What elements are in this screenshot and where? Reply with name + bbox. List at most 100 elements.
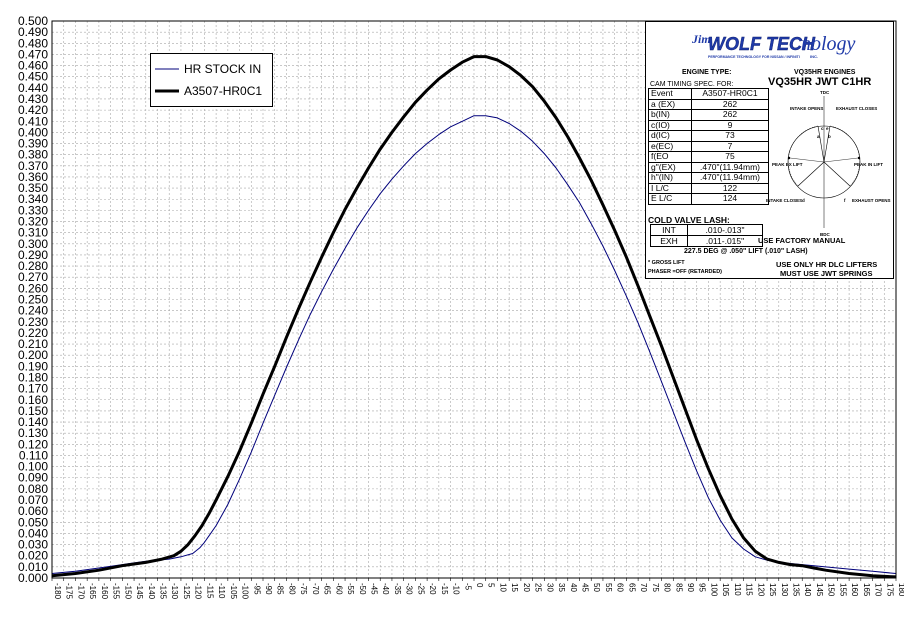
y-tick-label: 0.080 <box>18 482 48 496</box>
x-tick-label: 60 <box>616 583 625 592</box>
exhaust-opens-label: EXHAUST OPENS <box>852 198 891 203</box>
x-tick-label: 30 <box>545 583 554 592</box>
legend-label-stock: HR STOCK IN <box>184 62 262 76</box>
x-tick-label: 150 <box>827 583 836 597</box>
lash-value: .011-.015" <box>687 235 763 247</box>
cam-timing-table: Event A3507-HR0C1 a (EX) 262 b(IN) 262 c(IO) 9 d… <box>648 88 769 205</box>
y-tick-label: 0.410 <box>18 114 48 128</box>
x-tick-label: -140 <box>147 583 156 600</box>
x-tick-label: -35 <box>393 583 402 595</box>
bdc-label: BDC <box>820 232 830 237</box>
y-tick-label: 0.300 <box>18 237 48 251</box>
x-tick-label: 25 <box>534 583 543 592</box>
y-tick-label: 0.390 <box>18 137 48 151</box>
x-tick-label: -85 <box>276 583 285 595</box>
legend-item-cam: A3507-HR0C1 <box>155 81 262 101</box>
timing-row: d(IC) 73 <box>648 130 769 142</box>
x-tick-label: 105 <box>721 583 730 597</box>
y-tick-label: 0.470 <box>18 47 48 61</box>
x-tick-label: 115 <box>745 583 754 596</box>
lash-value: .010-.013" <box>687 224 763 236</box>
y-tick-label: 0.020 <box>18 549 48 563</box>
timing-value: 122 <box>691 182 769 194</box>
phaser-note: PHASER =OFF (RETARDED) <box>648 269 722 275</box>
x-tick-label: -155 <box>112 583 121 600</box>
y-tick-label: 0.060 <box>18 504 48 518</box>
x-tick-label: 140 <box>803 583 812 597</box>
y-tick-label: 0.120 <box>18 437 48 451</box>
timing-value: 124 <box>691 193 769 205</box>
peak-in-dot <box>857 156 861 160</box>
exhaust-arc <box>829 125 860 187</box>
y-tick-label: 0.400 <box>18 125 48 139</box>
x-tick-label: 35 <box>557 583 566 592</box>
y-tick-label: 0.010 <box>18 560 48 574</box>
x-tick-label: -105 <box>229 583 238 600</box>
y-tick-label: 0.260 <box>18 281 48 295</box>
y-tick-label: 0.100 <box>18 460 48 474</box>
svg-text:WOLF TECH: WOLF TECH <box>708 34 816 54</box>
y-tick-label: 0.140 <box>18 415 48 429</box>
jwt-logo: Jim WOLF TECH nology PERFORMANCE TECHNOL… <box>691 32 856 59</box>
x-tick-label: 155 <box>838 583 847 597</box>
timing-value: .470"(11.94mm) <box>691 172 769 184</box>
y-tick-label: 0.070 <box>18 493 48 507</box>
timing-row: c(IO) 9 <box>648 119 769 131</box>
intake-close-line <box>797 161 825 187</box>
chart-series <box>51 55 897 579</box>
lash-row: EXH .011-.015" <box>650 235 763 247</box>
y-tick-label: 0.170 <box>18 382 48 396</box>
timing-event: f(EO <box>648 151 692 163</box>
y-tick-label: 0.460 <box>18 59 48 73</box>
gross-lift-note: * GROSS LIFT <box>648 260 685 266</box>
lash-row: INT .010-.013" <box>650 224 763 236</box>
timing-row: a (EX) 262 <box>648 98 769 110</box>
y-tick-label: 0.150 <box>18 404 48 418</box>
y-tick-label: 0.240 <box>18 304 48 318</box>
y-tick-label: 0.350 <box>18 181 48 195</box>
x-tick-label: 110 <box>733 583 742 596</box>
x-tick-label: -175 <box>65 583 74 600</box>
y-tick-label: 0.030 <box>18 538 48 552</box>
intake-arc <box>788 125 819 187</box>
diagram-letter-a: a <box>817 134 820 139</box>
y-tick-label: 0.180 <box>18 370 48 384</box>
y-tick-label: 0.270 <box>18 270 48 284</box>
peak-ex-line <box>789 157 825 163</box>
y-tick-label: 0.360 <box>18 170 48 184</box>
timing-event: E L/C <box>648 193 692 205</box>
x-tick-label: -55 <box>346 583 355 595</box>
chart-legend: HR STOCK IN A3507-HR0C1 <box>150 53 273 107</box>
x-tick-label: 100 <box>709 583 718 597</box>
y-tick-label: 0.290 <box>18 248 48 262</box>
legend-label-cam: A3507-HR0C1 <box>184 84 263 98</box>
x-tick-label: -5 <box>463 583 472 591</box>
peak-in-label: PEAK IN LIFT <box>854 162 883 167</box>
factory-manual-note: USE FACTORY MANUAL <box>758 236 846 245</box>
duration-note: 227.5 DEG @ .050" LIFT (.010" LASH) <box>684 248 808 255</box>
timing-value: 262 <box>691 109 769 121</box>
diagram-letter-b: b <box>828 134 831 139</box>
x-tick-label: 10 <box>498 583 507 592</box>
y-tick-label: 0.040 <box>18 526 48 540</box>
exhaust-close-line <box>823 125 831 163</box>
x-tick-label: -40 <box>381 583 390 595</box>
x-tick-label: -90 <box>264 583 273 595</box>
diagram-letter-f: f <box>844 198 846 203</box>
timing-event: h"(IN) <box>648 172 692 184</box>
x-tick-label: -120 <box>194 583 203 600</box>
x-tick-label: 50 <box>592 583 601 592</box>
x-tick-label: 80 <box>663 583 672 592</box>
timing-value: .470"(11.94mm) <box>691 161 769 173</box>
y-tick-label: 0.490 <box>18 25 48 39</box>
engine-type-label: ENGINE TYPE: <box>682 69 732 76</box>
x-tick-label: 15 <box>510 583 519 592</box>
x-tick-label: 40 <box>569 583 578 592</box>
x-tick-label: 0 <box>475 583 484 588</box>
peak-ex-label: PEAK EX LIFT <box>772 162 803 167</box>
tdc-label: TDC <box>820 90 830 95</box>
intake-opens-label: INTAKE OPENS <box>790 106 823 111</box>
x-tick-label: 45 <box>581 583 590 592</box>
x-tick-label: -30 <box>405 583 414 595</box>
svg-text:PERFORMANCE TECHNOLOGY FOR NIS: PERFORMANCE TECHNOLOGY FOR NISSAN / INFI… <box>708 55 800 59</box>
